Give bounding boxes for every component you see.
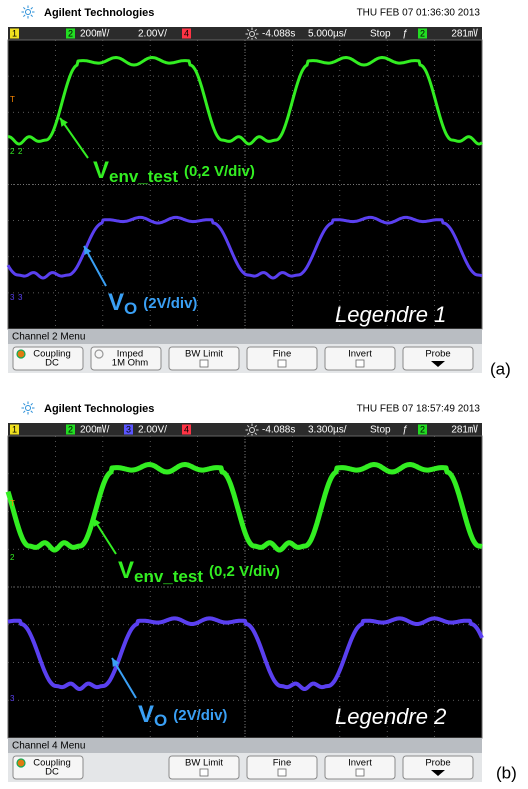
status-trig-level: 281㎷ [451,29,478,40]
softkey-checkbox [356,769,364,776]
channel-label: 2 [68,424,73,434]
softkey-icon [17,350,25,358]
softkey-checkbox [278,769,286,776]
softkey[interactable]: BW Limit [169,347,239,370]
sun-ray [23,7,25,9]
channel-marker: 3 [18,293,23,302]
menu-title: Channel 2 Menu [12,332,85,343]
channel-marker: 2 [10,553,15,562]
softkey-label: DC [45,358,59,369]
softkey[interactable]: Fine [247,756,317,779]
page: Agilent Technologies THU FEB 07 01:36:30 … [0,0,528,789]
channel-marker: 2 [10,147,15,156]
scope-panel: Agilent Technologies THU FEB 07 18:57:49 … [8,402,517,783]
signal-subscript: env_test [109,167,178,186]
channel-label: 2 [420,424,425,434]
datetime: THU FEB 07 18:57:49 2013 [357,404,481,415]
status-mode: Stop [370,29,391,40]
channel-label: 1 [12,28,17,38]
softkey-label: Invert [348,758,372,769]
softkey-label: Fine [273,758,291,769]
softkey[interactable]: BW Limit [169,756,239,779]
panel-tag: (a) [490,359,511,378]
signal-symbol: V [118,557,134,584]
signal-subscript: env_test [134,567,203,586]
sun-ray [23,411,25,413]
status-ch3-scale: 2.00V/ [138,425,167,436]
signal-symbol: V [138,701,154,728]
menu-title: Channel 4 Menu [12,741,85,752]
softkey-checkbox [278,360,286,367]
channel-label: 4 [184,424,189,434]
signal-subscript: O [154,711,167,730]
softkey-label: BW Limit [185,349,223,360]
screen: T23Venv_test(0,2 V/div)VO(2V/div)Legendr… [8,436,482,738]
channel-marker: T [10,499,15,508]
figure: Agilent Technologies THU FEB 07 01:36:30 … [0,0,528,789]
sun-ray [31,15,33,17]
sun-icon [26,406,31,411]
sun-ray [31,403,33,405]
softkey[interactable]: Probe [403,756,473,779]
channel-marker: 3 [10,694,15,703]
trigger-symbol: ƒ [402,425,408,436]
legend-text: Legendre 1 [335,302,446,327]
softkey-label: Probe [425,758,450,769]
softkey-label: BW Limit [185,758,223,769]
sun-ray [31,7,33,9]
channel-marker: 2 [18,147,23,156]
status-ch2-scale: 200㎷/ [80,29,110,40]
sun-icon [26,10,31,15]
softkey-label: Fine [273,349,291,360]
signal-subscript: O [124,299,137,318]
signal-symbol: V [108,289,124,316]
softkey-label: DC [45,767,59,778]
signal-scale: (0,2 V/div) [209,563,280,580]
signal-scale: (0,2 V/div) [184,163,255,180]
status-timebase: 5.000µs/ [308,29,347,40]
channel-label: 3 [126,424,131,434]
legend-text: Legendre 2 [335,704,446,729]
softkey-checkbox [200,769,208,776]
status-delay: -4.088s [262,425,295,436]
softkey-checkbox [356,360,364,367]
softkey-icon [17,759,25,767]
status-mode: Stop [370,425,391,436]
status-ch3-scale: 2.00V/ [138,29,167,40]
status-ch2-scale: 200㎷/ [80,425,110,436]
sun-ray [23,403,25,405]
softkey[interactable]: Invert [325,756,395,779]
status-delay: -4.088s [262,29,295,40]
softkey[interactable]: Probe [403,347,473,370]
signal-symbol: V [93,157,109,184]
scope-panel: Agilent Technologies THU FEB 07 01:36:30 … [8,6,511,379]
signal-scale: (2V/div) [173,707,227,724]
sun-ray [23,15,25,17]
channel-label: 1 [12,424,17,434]
softkey-label: 1M Ohm [112,358,149,369]
softkey-label: Invert [348,349,372,360]
brand: Agilent Technologies [44,7,154,19]
channel-label: 4 [184,28,189,38]
channel-marker: T [10,95,15,104]
softkey[interactable]: Invert [325,347,395,370]
softkey-checkbox [200,360,208,367]
channel-marker: 3 [10,293,15,302]
sun-ray [31,411,33,413]
signal-scale: (2V/div) [143,295,197,312]
softkey-label: Probe [425,349,450,360]
status-trig-level: 281㎷ [451,425,478,436]
channel-label: 2 [420,28,425,38]
datetime: THU FEB 07 01:36:30 2013 [357,8,481,19]
panel-tag: (b) [496,763,517,782]
status-timebase: 3.300µs/ [308,425,347,436]
softkey[interactable]: Fine [247,347,317,370]
brand: Agilent Technologies [44,403,154,415]
channel-label: 2 [68,28,73,38]
trigger-symbol: ƒ [402,29,408,40]
